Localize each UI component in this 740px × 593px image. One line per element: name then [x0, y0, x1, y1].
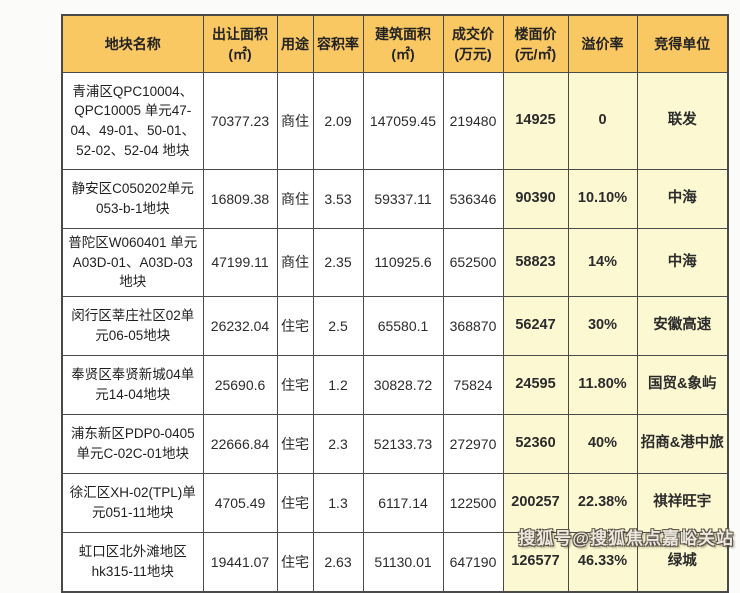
cell-winning-bidder: 招商&港中旅 [636, 413, 729, 474]
cell-transfer-area: 4705.49 [202, 472, 278, 533]
cell-winning-bidder: 中海 [636, 228, 729, 297]
cell-winning-bidder: 国贸&象屿 [636, 354, 729, 415]
cell-usage: 住宅 [276, 531, 314, 593]
cell-plot-ratio: 2.3 [312, 413, 364, 474]
cell-plot-name: 青浦区QPC10004、QPC10005 单元47-04、49-01、50-01… [61, 72, 204, 170]
table-row: 奉贤区奉贤新城04单元14-04地块 25690.6 住宅 1.2 30828.… [61, 354, 729, 415]
cell-floor-price: 14925 [502, 72, 569, 170]
cell-plot-name: 静安区C050202单元053-b-1地块 [61, 169, 204, 229]
header-transfer-area: 出让面积 (㎡) [202, 14, 278, 73]
land-transaction-table: 地块名称 出让面积 (㎡) 用途 容积率 建筑面积 (㎡) 成交价 (万元) 楼面价(… [61, 14, 729, 593]
cell-building-area: 52133.73 [362, 413, 444, 474]
cell-transfer-area: 22666.84 [202, 413, 278, 474]
cell-premium-rate: 0 [567, 72, 638, 170]
cell-premium-rate: 30% [567, 295, 638, 356]
cell-building-area: 147059.45 [362, 72, 444, 170]
cell-plot-name: 奉贤区奉贤新城04单元14-04地块 [61, 354, 204, 415]
cell-winning-bidder: 祺祥旺宇 [636, 472, 729, 533]
cell-plot-ratio: 2.63 [312, 531, 364, 593]
cell-building-area: 65580.1 [362, 295, 444, 356]
cell-usage: 住宅 [276, 472, 314, 533]
cell-plot-ratio: 3.53 [312, 169, 364, 229]
cell-building-area: 59337.11 [362, 169, 444, 229]
table-row: 青浦区QPC10004、QPC10005 单元47-04、49-01、50-01… [61, 72, 729, 170]
header-usage: 用途 [276, 14, 314, 73]
cell-transaction-price: 647190 [442, 531, 504, 593]
cell-usage: 住宅 [276, 413, 314, 474]
cell-premium-rate: 14% [567, 228, 638, 297]
cell-building-area: 51130.01 [362, 531, 444, 593]
cell-usage: 商住 [276, 72, 314, 170]
sohu-watermark: 搜狐号@搜狐焦点嘉峪关站 [518, 529, 734, 548]
cell-building-area: 30828.72 [362, 354, 444, 415]
cell-transfer-area: 25690.6 [202, 354, 278, 415]
cell-premium-rate: 22.38% [567, 472, 638, 533]
cell-transaction-price: 219480 [442, 72, 504, 170]
cell-usage: 商住 [276, 169, 314, 229]
cell-transfer-area: 16809.38 [202, 169, 278, 229]
header-transaction-price: 成交价 (万元) [442, 14, 504, 73]
cell-usage: 住宅 [276, 354, 314, 415]
cell-transaction-price: 536346 [442, 169, 504, 229]
cell-floor-price: 52360 [502, 413, 569, 474]
cell-plot-ratio: 2.09 [312, 72, 364, 170]
cell-premium-rate: 40% [567, 413, 638, 474]
cell-floor-price: 58823 [502, 228, 569, 297]
cell-transaction-price: 272970 [442, 413, 504, 474]
header-row: 地块名称 出让面积 (㎡) 用途 容积率 建筑面积 (㎡) 成交价 (万元) 楼面价(… [61, 14, 729, 73]
cell-floor-price: 24595 [502, 354, 569, 415]
cell-building-area: 110925.6 [362, 228, 444, 297]
cell-transaction-price: 122500 [442, 472, 504, 533]
cell-transfer-area: 70377.23 [202, 72, 278, 170]
header-floor-price: 楼面价 (元/㎡) [502, 14, 569, 73]
cell-winning-bidder: 中海 [636, 169, 729, 229]
cell-plot-ratio: 1.2 [312, 354, 364, 415]
header-premium-rate: 溢价率 [567, 14, 638, 73]
cell-transfer-area: 19441.07 [202, 531, 278, 593]
cell-transaction-price: 75824 [442, 354, 504, 415]
cell-plot-name: 闵行区莘庄社区02单元06-05地块 [61, 295, 204, 356]
header-plot-name: 地块名称 [61, 14, 204, 73]
cell-premium-rate: 10.10% [567, 169, 638, 229]
table-row: 浦东新区PDP0-0405单元C-02C-01地块 22666.84 住宅 2.… [61, 413, 729, 474]
table-row: 闵行区莘庄社区02单元06-05地块 26232.04 住宅 2.5 65580… [61, 295, 729, 356]
cell-floor-price: 200257 [502, 472, 569, 533]
cell-plot-ratio: 1.3 [312, 472, 364, 533]
cell-floor-price: 90390 [502, 169, 569, 229]
cell-transaction-price: 368870 [442, 295, 504, 356]
cell-plot-name: 普陀区W060401 单元A03D-01、A03D-03 地块 [61, 228, 204, 297]
cell-transfer-area: 26232.04 [202, 295, 278, 356]
cell-usage: 商住 [276, 228, 314, 297]
cell-plot-name: 虹口区北外滩地区hk315-11地块 [61, 531, 204, 593]
cell-transfer-area: 47199.11 [202, 228, 278, 297]
cell-premium-rate: 11.80% [567, 354, 638, 415]
table-row: 静安区C050202单元053-b-1地块 16809.38 商住 3.53 5… [61, 169, 729, 229]
cell-building-area: 6117.14 [362, 472, 444, 533]
cell-plot-ratio: 2.35 [312, 228, 364, 297]
cell-usage: 住宅 [276, 295, 314, 356]
header-building-area: 建筑面积 (㎡) [362, 14, 444, 73]
cell-winning-bidder: 安徽高速 [636, 295, 729, 356]
cell-plot-name: 徐汇区XH-02(TPL)单元051-11地块 [61, 472, 204, 533]
cell-plot-ratio: 2.5 [312, 295, 364, 356]
header-plot-ratio: 容积率 [312, 14, 364, 73]
cell-floor-price: 56247 [502, 295, 569, 356]
cell-transaction-price: 652500 [442, 228, 504, 297]
cell-winning-bidder: 联发 [636, 72, 729, 170]
cell-plot-name: 浦东新区PDP0-0405单元C-02C-01地块 [61, 413, 204, 474]
table-row: 普陀区W060401 单元A03D-01、A03D-03 地块 47199.11… [61, 228, 729, 297]
table-row: 徐汇区XH-02(TPL)单元051-11地块 4705.49 住宅 1.3 6… [61, 472, 729, 533]
header-winning-bidder: 竞得单位 [636, 14, 729, 73]
